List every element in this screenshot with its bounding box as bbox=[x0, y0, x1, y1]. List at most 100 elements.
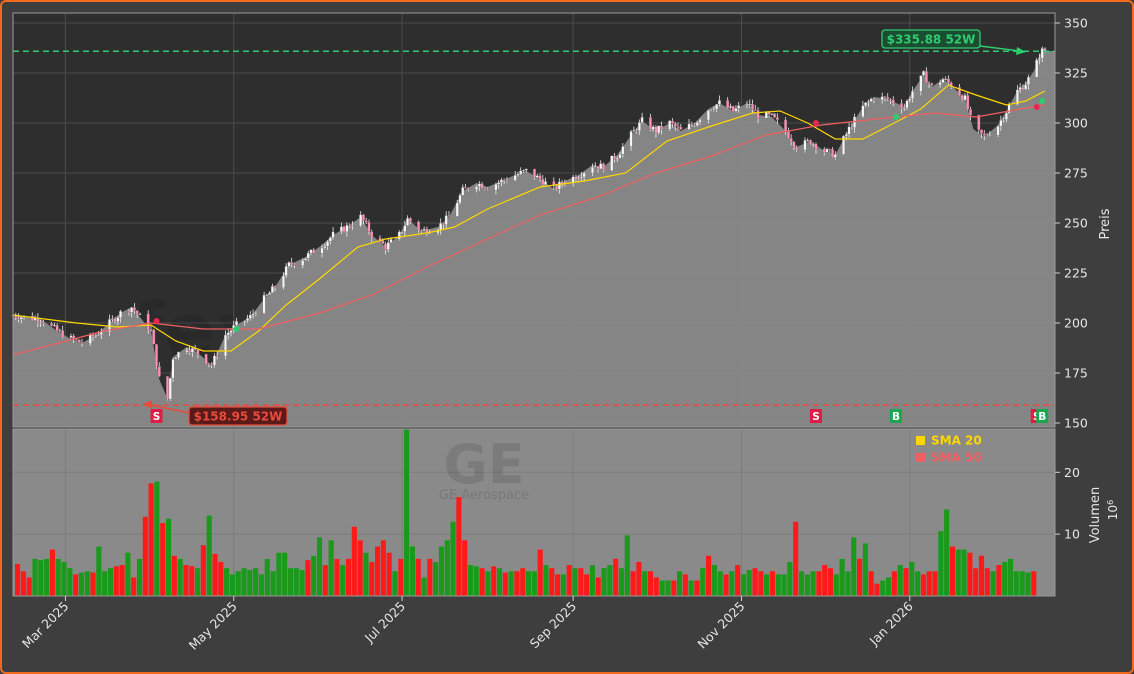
candle-body bbox=[91, 334, 95, 337]
candle-body bbox=[229, 330, 233, 333]
volume-bar bbox=[1013, 571, 1019, 596]
candle-body bbox=[872, 98, 876, 101]
candle-body bbox=[811, 143, 815, 145]
candle-body bbox=[361, 214, 365, 221]
volume-bar bbox=[456, 497, 462, 596]
candle-body bbox=[364, 220, 368, 223]
candle-body bbox=[784, 119, 788, 132]
volume-bar bbox=[880, 580, 886, 596]
candle-body bbox=[268, 292, 272, 295]
signal-box bbox=[150, 409, 163, 423]
candle-body bbox=[458, 195, 462, 204]
volume-tick-label: 20 bbox=[1064, 465, 1080, 480]
volume-bar bbox=[177, 558, 183, 596]
volume-bar bbox=[90, 572, 96, 596]
volume-bar bbox=[601, 568, 607, 596]
candle-body bbox=[803, 140, 807, 151]
volume-bar bbox=[270, 571, 276, 596]
52w-low-arrowhead bbox=[143, 400, 152, 409]
candle-body bbox=[273, 286, 277, 289]
volume-bar bbox=[427, 558, 433, 596]
volume-bar bbox=[694, 580, 700, 596]
volume-bar bbox=[316, 537, 323, 596]
volume-bar bbox=[398, 558, 404, 596]
volume-bar bbox=[508, 571, 514, 596]
candle-body bbox=[541, 178, 545, 186]
candle-body bbox=[466, 187, 470, 190]
candle-body bbox=[1024, 84, 1028, 90]
candle-body bbox=[980, 129, 983, 134]
candle-body bbox=[135, 310, 139, 315]
candle-body bbox=[155, 344, 158, 367]
candle-body bbox=[902, 107, 906, 110]
volume-bar bbox=[131, 577, 137, 596]
volume-bar bbox=[1025, 572, 1031, 596]
legend-swatch-sma50 bbox=[916, 453, 925, 462]
candle-body bbox=[748, 103, 752, 106]
candle-body bbox=[717, 100, 721, 105]
candle-body bbox=[767, 112, 771, 115]
candle-body bbox=[786, 131, 790, 139]
volume-bar bbox=[206, 515, 212, 596]
candle-body bbox=[582, 172, 586, 178]
candle-body bbox=[883, 96, 887, 98]
candle-body bbox=[618, 154, 622, 159]
candle-body bbox=[88, 334, 92, 344]
candle-body bbox=[132, 307, 136, 311]
volume-bar bbox=[740, 574, 746, 596]
candle-body bbox=[177, 351, 181, 359]
volume-bar bbox=[851, 537, 857, 596]
volume-bar bbox=[706, 555, 712, 596]
volume-bar bbox=[566, 565, 572, 596]
date-tick-label: Mar 2025 bbox=[19, 599, 72, 652]
candle-body bbox=[77, 339, 81, 343]
volume-bar bbox=[253, 568, 259, 596]
volume-bar bbox=[154, 481, 160, 596]
volume-bar bbox=[491, 566, 497, 596]
sma20-line bbox=[12, 84, 1046, 352]
candle-body bbox=[809, 139, 812, 145]
volume-bar bbox=[78, 572, 84, 596]
candle-body bbox=[422, 228, 426, 231]
candle-body bbox=[648, 117, 652, 130]
volume-bar bbox=[113, 566, 119, 596]
volume-bar bbox=[589, 565, 595, 596]
volume-bar bbox=[20, 571, 26, 596]
candle-body bbox=[577, 178, 581, 180]
candle-body bbox=[737, 105, 741, 109]
candle-body bbox=[593, 166, 597, 168]
volume-bar bbox=[55, 558, 61, 596]
candle-body bbox=[557, 181, 561, 190]
candle-body bbox=[905, 100, 909, 108]
candle-body bbox=[822, 148, 826, 153]
volume-bar bbox=[949, 546, 956, 596]
signal-box bbox=[889, 409, 902, 423]
volume-bar bbox=[572, 568, 578, 596]
candle-body bbox=[359, 214, 363, 226]
volume-bar bbox=[479, 568, 485, 596]
candle-body bbox=[400, 231, 404, 233]
candle-body bbox=[97, 334, 100, 336]
candle-body bbox=[41, 321, 45, 324]
volume-bar bbox=[380, 540, 386, 596]
candle-body bbox=[50, 323, 54, 326]
volume-bar bbox=[514, 571, 520, 596]
volume-bar bbox=[868, 571, 874, 596]
volume-bar bbox=[642, 571, 648, 596]
candle-body bbox=[864, 102, 868, 106]
candle-body bbox=[331, 231, 335, 238]
candle-body bbox=[668, 120, 672, 130]
volume-bar bbox=[409, 546, 415, 596]
volume-bar bbox=[688, 580, 694, 596]
volume-bar bbox=[49, 549, 55, 596]
candle-body bbox=[728, 105, 732, 108]
candle-body bbox=[613, 155, 616, 160]
candle-body bbox=[745, 104, 749, 106]
candle-body bbox=[637, 122, 641, 132]
candle-body bbox=[513, 175, 517, 181]
price-tick-label: 225 bbox=[1064, 266, 1088, 281]
52w-high-label-box bbox=[881, 29, 981, 49]
volume-bar bbox=[444, 540, 450, 596]
candle-body bbox=[287, 262, 291, 267]
volume-bar bbox=[717, 571, 723, 596]
